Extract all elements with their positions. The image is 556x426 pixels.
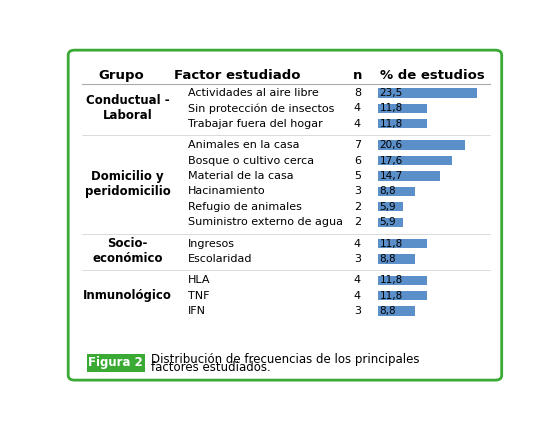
Text: Inmunológico: Inmunológico bbox=[83, 289, 172, 302]
Text: 14,7: 14,7 bbox=[379, 171, 403, 181]
Text: Actividades al aire libre: Actividades al aire libre bbox=[188, 88, 319, 98]
Bar bbox=[378, 218, 403, 227]
Bar bbox=[378, 239, 428, 248]
Text: Grupo: Grupo bbox=[98, 69, 144, 81]
Text: 5: 5 bbox=[354, 171, 361, 181]
Text: factores estudiados.: factores estudiados. bbox=[151, 361, 271, 374]
Text: 7: 7 bbox=[354, 140, 361, 150]
Text: 2: 2 bbox=[354, 202, 361, 212]
Text: 11,8: 11,8 bbox=[379, 119, 403, 129]
Bar bbox=[378, 187, 415, 196]
Text: Factor estudiado: Factor estudiado bbox=[174, 69, 301, 81]
Text: 20,6: 20,6 bbox=[379, 140, 403, 150]
Bar bbox=[378, 119, 428, 128]
Bar bbox=[378, 88, 477, 98]
Bar bbox=[378, 104, 428, 113]
Text: 4: 4 bbox=[354, 275, 361, 285]
Text: 4: 4 bbox=[354, 239, 361, 248]
Text: Suministro externo de agua: Suministro externo de agua bbox=[188, 217, 343, 227]
Text: HLA: HLA bbox=[188, 275, 211, 285]
Text: Animales en la casa: Animales en la casa bbox=[188, 140, 300, 150]
Bar bbox=[378, 171, 440, 181]
Text: n: n bbox=[353, 69, 362, 81]
Text: Distribución de frecuencias de los principales: Distribución de frecuencias de los princ… bbox=[151, 353, 420, 366]
Text: Sin protección de insectos: Sin protección de insectos bbox=[188, 103, 334, 114]
Text: 4: 4 bbox=[354, 291, 361, 301]
Bar bbox=[378, 306, 415, 316]
Text: 17,6: 17,6 bbox=[379, 155, 403, 166]
Bar bbox=[378, 141, 465, 150]
Text: Bosque o cultivo cerca: Bosque o cultivo cerca bbox=[188, 155, 314, 166]
Text: Escolaridad: Escolaridad bbox=[188, 254, 252, 264]
Bar bbox=[378, 291, 428, 300]
Bar bbox=[378, 156, 452, 165]
Bar bbox=[378, 276, 428, 285]
Text: 3: 3 bbox=[354, 186, 361, 196]
Text: 8,8: 8,8 bbox=[379, 186, 396, 196]
Text: 5,9: 5,9 bbox=[379, 217, 396, 227]
Text: Material de la casa: Material de la casa bbox=[188, 171, 294, 181]
Text: 4: 4 bbox=[354, 104, 361, 113]
Text: 4: 4 bbox=[354, 119, 361, 129]
Text: Conductual -
Laboral: Conductual - Laboral bbox=[86, 95, 170, 122]
Text: IFN: IFN bbox=[188, 306, 206, 316]
Text: 5,9: 5,9 bbox=[379, 202, 396, 212]
Text: 11,8: 11,8 bbox=[379, 104, 403, 113]
Bar bbox=[378, 254, 415, 264]
Text: 3: 3 bbox=[354, 254, 361, 264]
Text: 2: 2 bbox=[354, 217, 361, 227]
Text: Trabajar fuera del hogar: Trabajar fuera del hogar bbox=[188, 119, 322, 129]
Text: 3: 3 bbox=[354, 306, 361, 316]
Text: 11,8: 11,8 bbox=[379, 275, 403, 285]
Text: 11,8: 11,8 bbox=[379, 291, 403, 301]
Text: 11,8: 11,8 bbox=[379, 239, 403, 248]
Text: % de estudios: % de estudios bbox=[380, 69, 484, 81]
Bar bbox=[87, 354, 145, 372]
Text: 6: 6 bbox=[354, 155, 361, 166]
Text: Domicilio y
peridomicilio: Domicilio y peridomicilio bbox=[85, 170, 171, 198]
Text: 23,5: 23,5 bbox=[379, 88, 403, 98]
Bar bbox=[378, 202, 403, 211]
FancyBboxPatch shape bbox=[68, 50, 502, 380]
Text: Figura 2: Figura 2 bbox=[88, 356, 143, 369]
Text: Ingresos: Ingresos bbox=[188, 239, 235, 248]
Text: 8: 8 bbox=[354, 88, 361, 98]
Text: Hacinamiento: Hacinamiento bbox=[188, 186, 266, 196]
Text: Refugio de animales: Refugio de animales bbox=[188, 202, 302, 212]
Text: Socio-
económico: Socio- económico bbox=[92, 237, 163, 265]
Text: 8,8: 8,8 bbox=[379, 254, 396, 264]
Text: 8,8: 8,8 bbox=[379, 306, 396, 316]
Text: TNF: TNF bbox=[188, 291, 210, 301]
